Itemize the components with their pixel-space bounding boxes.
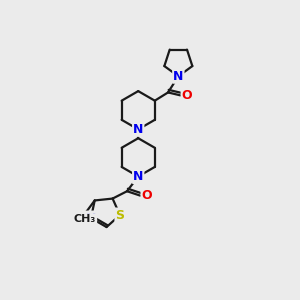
Text: N: N: [133, 123, 143, 136]
Text: S: S: [116, 208, 124, 221]
Text: N: N: [133, 170, 143, 183]
Text: O: O: [182, 89, 192, 102]
Text: N: N: [173, 70, 184, 83]
Text: O: O: [141, 189, 152, 202]
Text: N: N: [86, 212, 96, 225]
Text: CH₃: CH₃: [74, 214, 96, 224]
